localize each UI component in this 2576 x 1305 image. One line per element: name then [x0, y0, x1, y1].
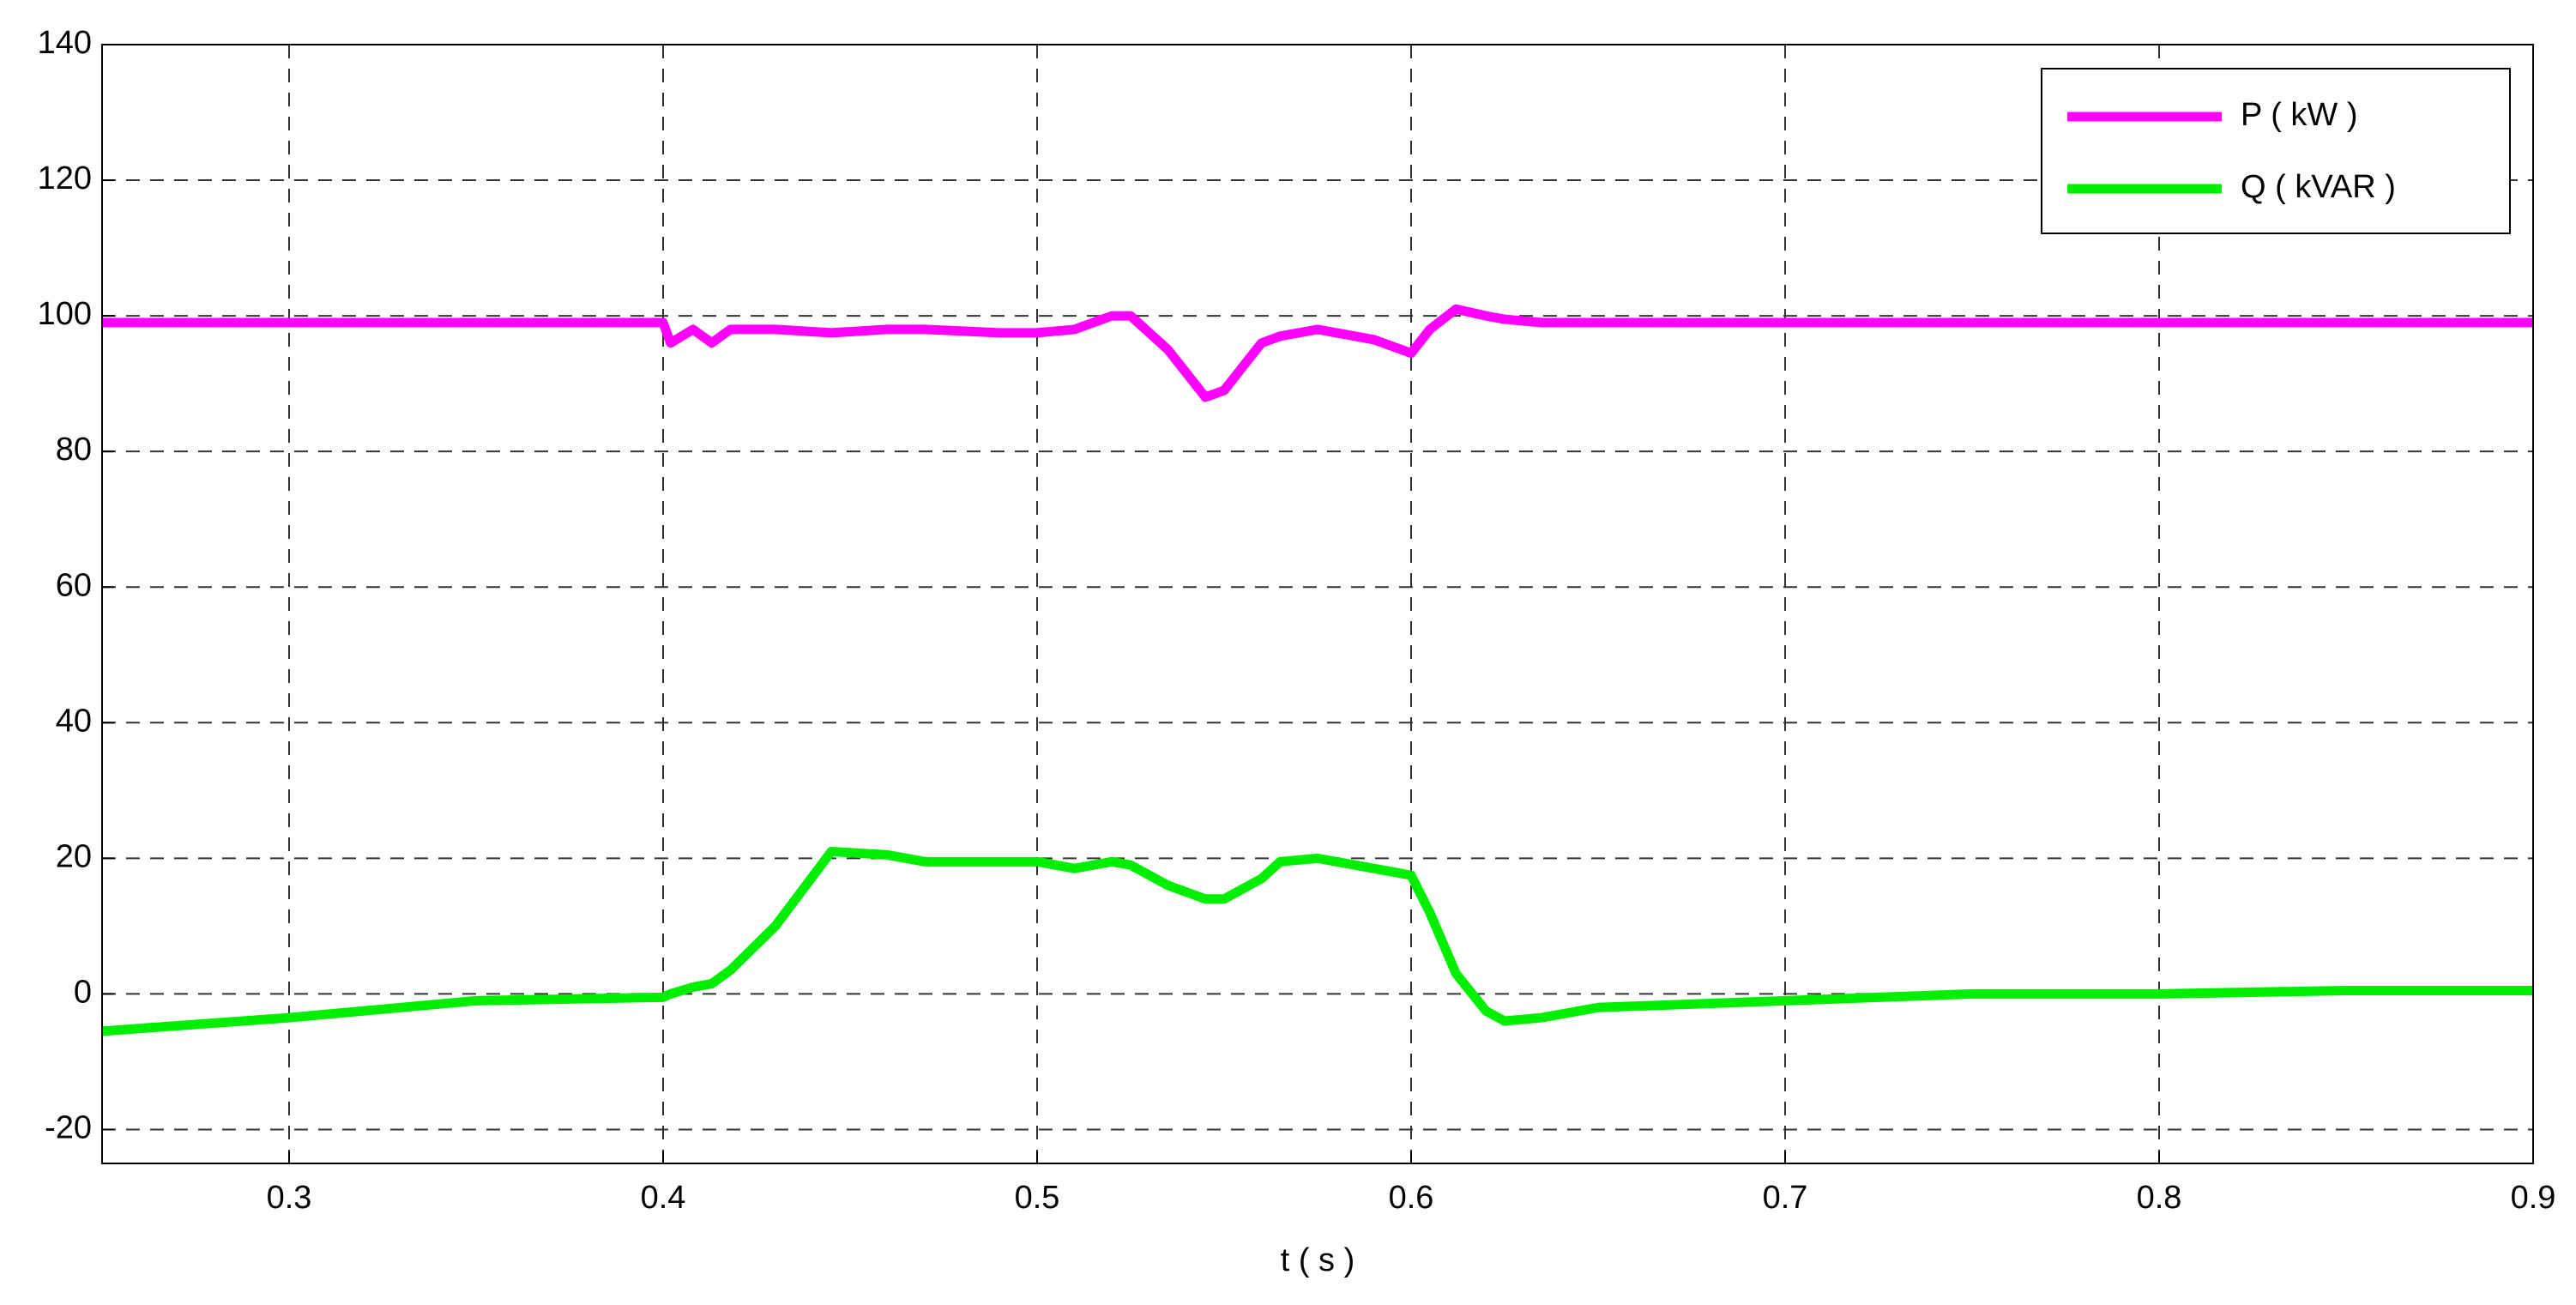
y-tick-label: 80: [56, 432, 92, 468]
x-tick-label: 0.7: [1763, 1180, 1808, 1216]
x-tick-label: 0.3: [267, 1180, 312, 1216]
legend-label: Q ( kVAR ): [2241, 169, 2396, 205]
y-tick-label: 60: [56, 567, 92, 603]
y-tick-label: 100: [38, 296, 92, 332]
x-tick-label: 0.4: [641, 1180, 686, 1216]
data-line: [102, 304, 2533, 402]
legend-label: P ( kW ): [2241, 97, 2358, 133]
y-tick-label: 120: [38, 160, 92, 196]
x-tick-label: 0.9: [2511, 1180, 2556, 1216]
x-tick-label: 0.8: [2137, 1180, 2182, 1216]
y-tick-label: 140: [38, 25, 92, 61]
y-tick-label: 0: [74, 974, 92, 1010]
legend-box: [2041, 68, 2511, 234]
x-tick-label: 0.6: [1389, 1180, 1434, 1216]
y-tick-label: -20: [45, 1110, 92, 1146]
y-tick-label: 20: [56, 838, 92, 874]
y-tick-label: 40: [56, 703, 92, 739]
plot-frame: [101, 44, 2534, 1164]
x-tick-label: 0.5: [1015, 1180, 1060, 1216]
data-line: [101, 846, 2533, 1036]
x-axis-label: t ( s ): [1281, 1242, 1355, 1278]
